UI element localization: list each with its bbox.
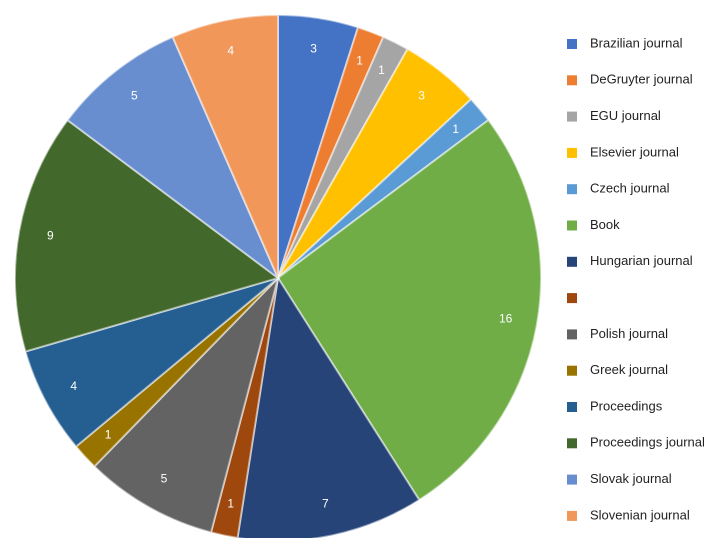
data-label: 5 bbox=[131, 89, 138, 103]
data-label: 1 bbox=[356, 54, 363, 68]
data-label: 16 bbox=[499, 312, 513, 326]
legend-label: DeGruyter journal bbox=[590, 72, 693, 87]
legend-label: Slovenian journal bbox=[590, 507, 690, 522]
legend-swatch bbox=[567, 111, 577, 122]
legend-label: Brazilian journal bbox=[590, 35, 683, 50]
pie-slice bbox=[14, 118, 281, 353]
data-label: 4 bbox=[70, 379, 77, 393]
data-label: 4 bbox=[227, 44, 234, 58]
legend-label: Book bbox=[590, 217, 620, 232]
pie-slice bbox=[24, 277, 279, 448]
legend-swatch bbox=[567, 402, 577, 412]
pie-slice bbox=[276, 118, 542, 502]
data-label: 7 bbox=[322, 497, 329, 511]
data-label: 1 bbox=[378, 63, 385, 77]
data-label: 1 bbox=[452, 122, 459, 136]
data-label: 5 bbox=[161, 472, 168, 486]
legend-swatch bbox=[567, 75, 577, 86]
pie-slice bbox=[93, 274, 280, 534]
data-label: 1 bbox=[105, 427, 112, 441]
legend-swatch bbox=[567, 147, 577, 158]
legend-label: Czech journal bbox=[590, 181, 670, 196]
data-label: 1 bbox=[227, 497, 234, 511]
legend-label: Proceedings bbox=[590, 398, 663, 413]
legend-label: Proceedings journal bbox=[590, 435, 705, 450]
legend-swatch bbox=[567, 365, 577, 376]
pie-slice bbox=[171, 13, 279, 279]
legend-swatch bbox=[567, 474, 577, 485]
legend-label: Elsevier journal bbox=[590, 144, 679, 159]
data-label: 3 bbox=[418, 89, 425, 103]
legend-swatch bbox=[567, 256, 577, 267]
legend-label: Slovak journal bbox=[590, 471, 672, 486]
legend-swatch bbox=[567, 438, 577, 449]
legend-label: Hungarian journal bbox=[590, 253, 693, 268]
legend-swatch bbox=[567, 510, 577, 521]
data-label: 3 bbox=[310, 41, 317, 55]
legend-swatch bbox=[567, 39, 577, 49]
legend-label: Greek journal bbox=[590, 362, 668, 377]
legend-swatch bbox=[567, 329, 577, 340]
data-label: 9 bbox=[47, 229, 54, 243]
legend-label: Polish journal bbox=[590, 326, 668, 341]
pie-slice bbox=[66, 35, 281, 282]
pie-slice bbox=[236, 275, 421, 538]
legend-swatch bbox=[567, 220, 577, 231]
legend-label: EGU journal bbox=[590, 108, 661, 123]
legend-swatch bbox=[567, 293, 577, 304]
legend-swatch bbox=[567, 184, 577, 195]
